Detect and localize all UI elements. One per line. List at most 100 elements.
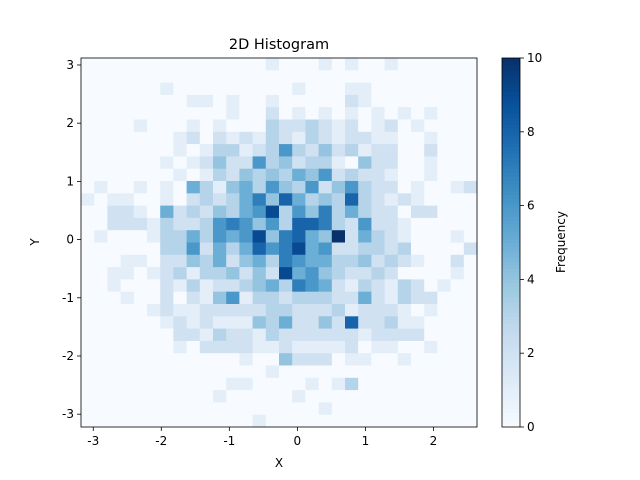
cell xyxy=(384,254,399,268)
cell xyxy=(213,402,227,416)
colorbar-swatch xyxy=(502,168,520,173)
cell xyxy=(94,414,108,428)
cell xyxy=(463,94,478,108)
colorbar-swatch xyxy=(502,172,520,177)
cell xyxy=(424,205,438,219)
cell xyxy=(424,168,438,182)
cell xyxy=(213,180,227,194)
colorbar-swatch xyxy=(502,257,520,262)
cell xyxy=(397,267,412,280)
colorbar-swatch xyxy=(502,231,520,236)
cell xyxy=(424,119,438,133)
cell xyxy=(265,377,280,391)
cell xyxy=(384,70,399,84)
x-axis-label: X xyxy=(275,456,283,470)
cell xyxy=(437,180,451,194)
cell xyxy=(305,205,319,219)
cell xyxy=(384,328,399,342)
cell xyxy=(411,94,425,108)
cell xyxy=(199,279,214,293)
cell xyxy=(358,131,372,145)
cell xyxy=(371,340,385,354)
cell xyxy=(318,70,333,84)
cell xyxy=(411,70,425,84)
cell xyxy=(384,390,399,403)
cell xyxy=(318,267,333,280)
cell xyxy=(450,119,465,133)
cell xyxy=(450,156,465,170)
colorbar-swatch xyxy=(502,102,520,107)
colorbar-swatch xyxy=(502,117,520,122)
cell xyxy=(265,70,280,84)
cell xyxy=(331,119,346,133)
cell xyxy=(318,180,333,194)
cell xyxy=(305,365,319,379)
cell xyxy=(226,144,240,157)
y-tick-label: 2 xyxy=(66,116,74,130)
cell xyxy=(358,291,372,305)
cell xyxy=(424,279,438,293)
cell xyxy=(265,279,280,293)
colorbar-swatch xyxy=(502,415,520,421)
cell xyxy=(160,230,174,243)
cell xyxy=(358,328,372,342)
cell xyxy=(463,402,478,416)
cell xyxy=(384,217,399,231)
colorbar-swatch xyxy=(502,220,520,225)
cell xyxy=(173,156,187,170)
cell xyxy=(81,316,95,329)
cell xyxy=(292,377,306,391)
cell xyxy=(463,340,478,354)
cell xyxy=(252,193,267,206)
cell xyxy=(384,242,399,256)
cell xyxy=(160,365,174,379)
cell xyxy=(358,205,372,219)
cell xyxy=(345,193,359,206)
cell xyxy=(358,279,372,293)
cell xyxy=(424,291,438,305)
cell xyxy=(384,144,399,157)
plot-frame xyxy=(80,57,478,428)
cell xyxy=(173,119,187,133)
cell xyxy=(424,82,438,96)
cell xyxy=(186,131,201,145)
x-tick-label: 1 xyxy=(362,434,370,448)
cell xyxy=(239,217,253,231)
cell xyxy=(437,205,451,219)
cell xyxy=(186,254,201,268)
cell xyxy=(120,70,135,84)
cell xyxy=(424,254,438,268)
cell xyxy=(424,131,438,145)
cell xyxy=(279,168,293,182)
y-tick-label: 3 xyxy=(66,58,74,72)
colorbar-label: Frequency xyxy=(554,211,568,273)
cell xyxy=(463,254,478,268)
cell xyxy=(120,180,135,194)
cell xyxy=(345,70,359,84)
cell xyxy=(173,131,187,145)
cell xyxy=(371,70,385,84)
colorbar-swatch xyxy=(502,375,520,380)
cell xyxy=(463,82,478,96)
colorbar-swatch xyxy=(502,268,520,273)
cell xyxy=(120,414,135,428)
cell xyxy=(107,119,121,133)
cell xyxy=(424,390,438,403)
cell xyxy=(147,291,161,305)
x-tick-label: 0 xyxy=(294,434,302,448)
cell xyxy=(252,267,267,280)
cell xyxy=(331,217,346,231)
cell xyxy=(265,390,280,403)
cell xyxy=(331,377,346,391)
cell xyxy=(397,402,412,416)
cell xyxy=(345,279,359,293)
cell xyxy=(252,82,267,96)
cell xyxy=(133,58,148,71)
cell xyxy=(94,94,108,108)
cell xyxy=(160,279,174,293)
cell xyxy=(318,144,333,157)
cell xyxy=(384,119,399,133)
cell xyxy=(213,328,227,342)
cell xyxy=(120,291,135,305)
colorbar-swatch xyxy=(502,279,520,284)
